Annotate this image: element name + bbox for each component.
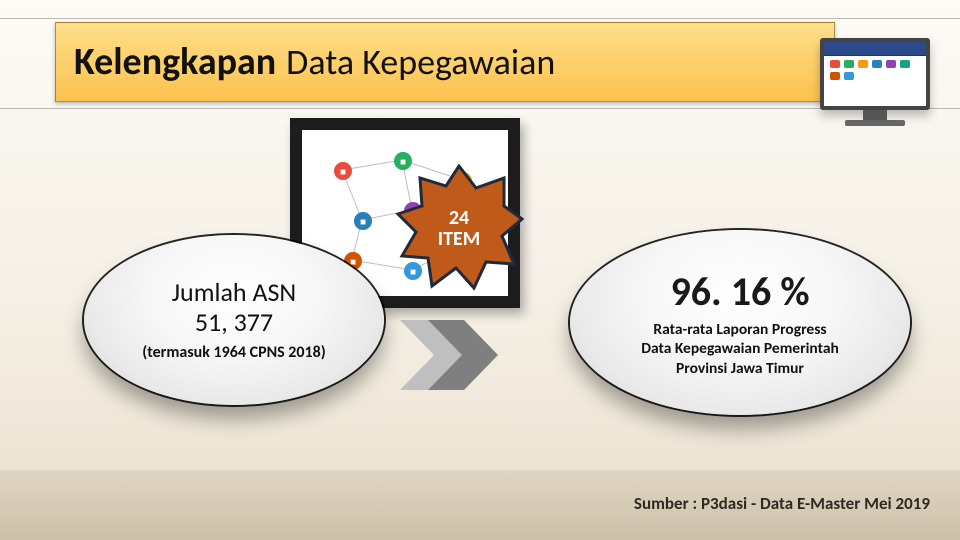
title-banner: Kelengkapan Data Kepegawaian [55,22,835,102]
hairline-top [0,18,960,19]
monitor-icon [820,38,930,128]
percent-value: 96. 16 % [670,267,809,316]
percent-desc-2: Data Kepegawaian Pemerintah [641,339,839,358]
asn-value: 51, 377 [195,308,273,338]
star-unit: ITEM [438,229,480,250]
slide: Kelengkapan Data Kepegawaian [0,0,960,540]
floor-gradient [0,470,960,540]
star-number: 24 [449,208,469,229]
percent-desc-1: Rata-rata Laporan Progress [641,320,839,339]
hairline-bottom [0,108,960,109]
asn-count-ellipse: Jumlah ASN 51, 377 (termasuk 1964 CPNS 2… [84,235,384,405]
asn-sub: (termasuk 1964 CPNS 2018) [142,343,325,362]
title-bold: Kelengkapan [74,39,276,85]
percent-ellipse: 96. 16 % Rata-rata Laporan Progress Data… [570,230,910,415]
percent-desc-3: Provinsi Jawa Timur [641,359,839,378]
arrow-icon [400,320,500,390]
item-count-star: 24 ITEM [394,164,524,294]
asn-label: Jumlah ASN [172,278,296,308]
title-light: Data Kepegawaian [286,40,555,84]
